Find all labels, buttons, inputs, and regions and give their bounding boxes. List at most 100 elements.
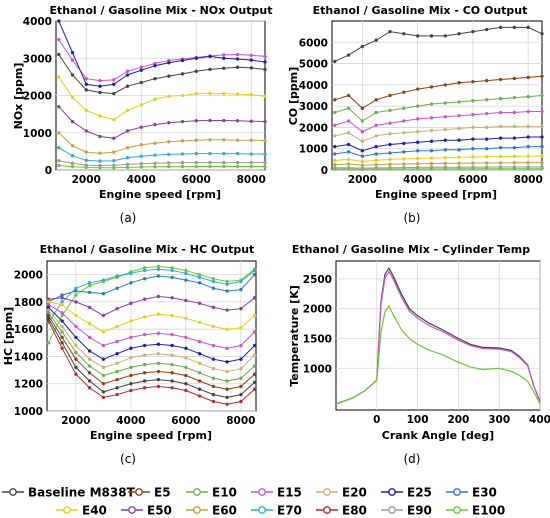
data-point-e25	[57, 19, 61, 23]
data-point-e20	[239, 366, 243, 371]
data-point-e30	[184, 278, 188, 282]
data-point-e80	[239, 399, 243, 404]
data-point-e50	[170, 296, 174, 300]
hc-y-label: HC [ppm]	[2, 307, 15, 365]
data-point-e100	[235, 164, 240, 169]
data-point-e70	[197, 275, 202, 280]
data-point-e50	[167, 120, 171, 125]
series-line-baseline-m838t	[47, 318, 255, 398]
data-point-e5	[402, 90, 406, 95]
data-point-e10	[170, 362, 174, 367]
data-point-e10	[360, 119, 365, 123]
data-point-e60	[471, 161, 475, 165]
data-point-e60	[167, 139, 171, 144]
data-point-e40	[139, 103, 144, 107]
data-point-e15	[70, 58, 75, 62]
data-point-e60	[512, 161, 517, 165]
series-line-baseline-m838t	[58, 54, 266, 95]
data-point-e15	[471, 112, 475, 117]
data-point-e100	[98, 166, 102, 170]
data-point-baseline-m838t	[498, 25, 503, 30]
data-point-e15	[388, 121, 392, 125]
y-tick-label: 2000	[303, 304, 332, 316]
data-point-baseline-m838t	[540, 32, 544, 36]
nox-grid	[56, 20, 265, 171]
temp-grid	[336, 261, 541, 410]
temp-title: Ethanol / Gasoline Mix - Cylinder Temp	[292, 243, 530, 256]
data-point-e50	[115, 306, 119, 311]
data-point-e90	[208, 160, 212, 165]
data-point-e25	[70, 50, 75, 55]
data-point-baseline-m838t	[156, 377, 161, 382]
data-point-e30	[333, 152, 337, 156]
data-point-e40	[498, 154, 503, 159]
y-tick-label: 4000	[23, 16, 52, 28]
data-point-e15	[125, 69, 130, 74]
legend-label: E20	[342, 486, 367, 500]
series-line-e40	[58, 76, 266, 121]
nox-x-ticks: 2000 4000 6000 8000	[72, 174, 266, 186]
data-point-e50	[239, 306, 243, 311]
co-plot-area	[331, 20, 543, 171]
data-point-e90	[180, 160, 185, 165]
data-point-e5	[471, 79, 475, 84]
data-point-baseline-m838t	[471, 29, 475, 34]
data-point-e15	[374, 123, 378, 128]
data-point-e5	[333, 98, 337, 102]
data-point-e40	[153, 97, 157, 101]
data-point-e15	[415, 117, 420, 121]
data-point-e50	[129, 301, 133, 306]
data-point-e30	[211, 286, 216, 291]
legend-swatch-marker	[193, 488, 201, 496]
data-point-e40	[512, 154, 517, 159]
data-point-e5	[184, 373, 188, 378]
data-point-e25	[74, 335, 78, 340]
legend-swatch-marker	[63, 506, 71, 514]
data-point-e30	[402, 150, 406, 154]
data-point-e100	[388, 167, 392, 171]
data-point-e70	[194, 151, 199, 156]
data-point-e10	[346, 106, 351, 111]
data-point-e40	[112, 117, 116, 122]
data-point-e40	[101, 330, 106, 334]
data-point-e25	[512, 136, 517, 140]
legend-swatch-marker	[453, 488, 461, 496]
data-point-e70	[153, 153, 157, 157]
legend-item-e40: E40	[56, 504, 107, 518]
temp-caption: (d)	[404, 452, 421, 466]
legend-swatch-marker	[453, 506, 461, 514]
data-point-e30	[415, 149, 420, 153]
data-point-e100	[484, 167, 489, 171]
data-point-e60	[388, 162, 392, 167]
data-point-e25	[101, 357, 106, 361]
data-point-e100	[249, 164, 254, 169]
data-point-e20	[388, 132, 392, 136]
data-point-e30	[429, 149, 434, 153]
legend-swatch-marker	[388, 488, 396, 496]
data-point-e60	[235, 138, 240, 142]
series-line-e20	[334, 125, 542, 142]
data-point-baseline-m838t	[443, 34, 448, 38]
legend-item-e50: E50	[121, 504, 172, 518]
nox-y-label: NOx [ppm]	[12, 63, 25, 130]
y-tick-label: 5000	[299, 59, 328, 71]
data-point-baseline-m838t	[167, 74, 171, 78]
data-point-e100	[526, 167, 530, 171]
data-point-e80	[197, 394, 202, 398]
data-point-e50	[142, 297, 147, 301]
data-point-baseline-m838t	[526, 25, 530, 30]
data-point-e80	[129, 388, 133, 393]
data-point-e100	[415, 167, 420, 171]
data-point-e60	[263, 138, 267, 143]
data-point-e25	[415, 140, 420, 145]
data-point-e5	[388, 93, 392, 98]
data-point-e100	[512, 167, 517, 171]
data-point-e80	[101, 395, 106, 400]
legend-swatch-marker	[323, 506, 331, 514]
data-point-e15	[333, 123, 337, 128]
data-point-baseline-m838t	[115, 386, 119, 390]
x-tick-label: 2000	[348, 174, 377, 186]
data-point-e25	[142, 343, 147, 348]
series-line-e25	[48, 307, 255, 363]
data-point-e70	[184, 271, 188, 276]
